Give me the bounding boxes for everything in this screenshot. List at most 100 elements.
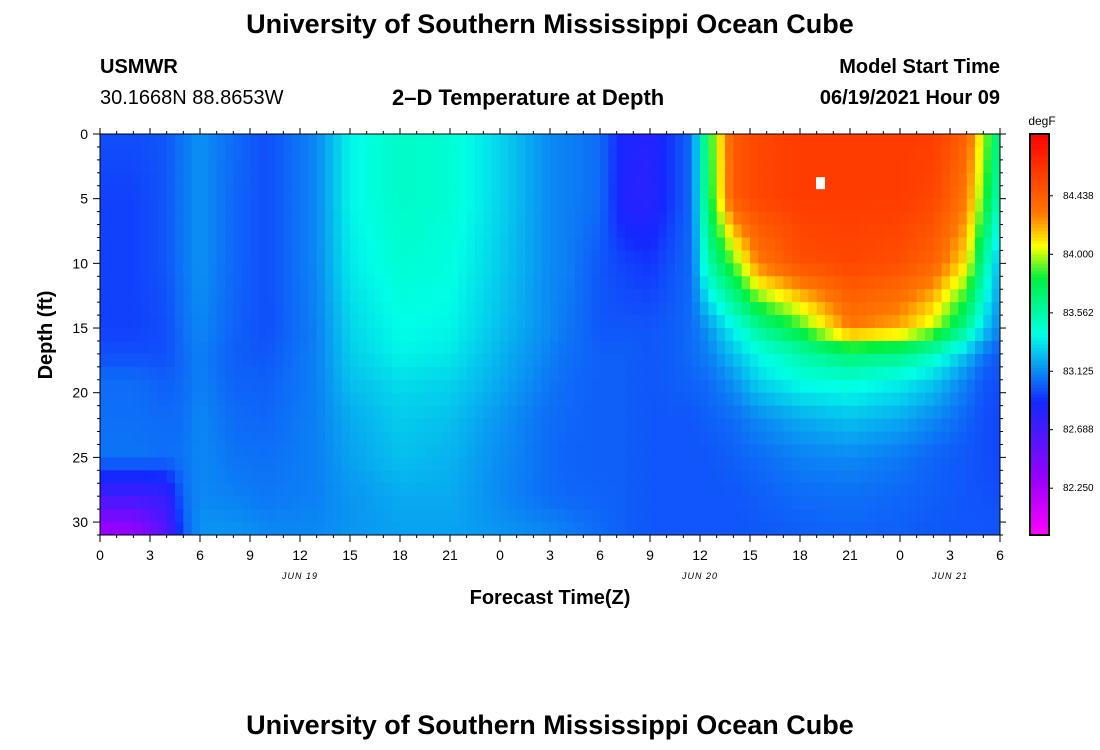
heatmap-cell <box>825 159 834 174</box>
heatmap-cell <box>141 159 151 174</box>
heatmap-cell <box>608 379 618 394</box>
heatmap-cell <box>458 496 468 510</box>
heatmap-cell <box>625 211 634 226</box>
heatmap-cell <box>491 457 501 471</box>
heatmap-cell <box>541 211 551 226</box>
heatmap-cell <box>708 340 718 355</box>
heatmap-cell <box>366 444 376 458</box>
heatmap-cell <box>516 509 526 523</box>
heatmap-cell <box>433 431 443 446</box>
heatmap-cell <box>441 509 451 523</box>
heatmap-cell <box>250 159 259 174</box>
heatmap-cell <box>408 237 418 252</box>
heatmap-cell <box>166 198 176 213</box>
heatmap-cell <box>908 444 918 458</box>
heatmap-cell <box>783 263 793 277</box>
heatmap-cell <box>566 185 576 200</box>
heatmap-cell <box>625 418 634 433</box>
heatmap-cell <box>191 289 201 303</box>
heatmap-cell <box>216 185 226 200</box>
heatmap-cell <box>133 250 143 264</box>
heatmap-cell <box>866 418 876 433</box>
heatmap-cell <box>816 340 826 355</box>
heatmap-cell <box>908 379 918 394</box>
heatmap-cell <box>283 431 293 446</box>
heatmap-cell <box>216 353 226 368</box>
heatmap-cell <box>800 159 809 174</box>
heatmap-cell <box>408 134 418 148</box>
heatmap-cell <box>825 483 834 497</box>
heatmap-cell <box>291 289 301 303</box>
heatmap-cell <box>291 172 301 187</box>
heatmap-cell <box>608 470 618 484</box>
heatmap-cell <box>891 405 901 420</box>
heatmap-cell <box>183 159 193 174</box>
heatmap-cell <box>633 250 643 264</box>
heatmap-cell <box>433 134 443 148</box>
heatmap-cell <box>108 379 118 394</box>
heatmap-cell <box>866 315 876 329</box>
heatmap-cell <box>616 302 626 316</box>
heatmap-cell <box>475 134 484 148</box>
heatmap-cell <box>316 509 326 523</box>
heatmap-cell <box>350 457 359 471</box>
heatmap-cell <box>241 470 251 484</box>
heatmap-cell <box>450 328 459 342</box>
heatmap-cell <box>375 198 384 213</box>
heatmap-cell <box>733 211 743 226</box>
heatmap-cell <box>208 185 218 200</box>
heatmap-cell <box>133 431 143 446</box>
colorbar-tick-label: 83.125 <box>1063 366 1094 377</box>
heatmap-cell <box>675 431 684 446</box>
heatmap-cell <box>200 457 209 471</box>
heatmap-cell <box>441 134 451 148</box>
heatmap-cell <box>408 198 418 213</box>
x-tick-label: 3 <box>946 547 954 563</box>
heatmap-cell <box>200 509 209 523</box>
heatmap-cell <box>566 392 576 407</box>
heatmap-cell <box>491 405 501 420</box>
heatmap-cell <box>566 522 576 535</box>
heatmap-cell <box>650 172 659 187</box>
heatmap-cell <box>441 172 451 187</box>
heatmap-cell <box>841 509 851 523</box>
heatmap-cell <box>408 185 418 200</box>
heatmap-cell <box>341 276 351 290</box>
heatmap-cell <box>175 392 184 407</box>
heatmap-cell <box>566 444 576 458</box>
heatmap-cell <box>366 159 376 174</box>
heatmap-cell <box>691 172 701 187</box>
heatmap-cell <box>575 172 584 187</box>
colorbar-segment <box>1030 284 1049 289</box>
heatmap-cell <box>533 353 543 368</box>
heatmap-cell <box>716 146 726 161</box>
heatmap-cell <box>883 522 893 535</box>
heatmap-cell <box>850 418 859 433</box>
heatmap-cell <box>208 522 218 535</box>
heatmap-cell <box>800 302 809 316</box>
heatmap-cell <box>983 276 993 290</box>
heatmap-cell <box>283 237 293 252</box>
heatmap-cell <box>666 522 676 535</box>
heatmap-cell <box>858 250 868 264</box>
heatmap-cell <box>250 250 259 264</box>
heatmap-cell <box>708 302 718 316</box>
heatmap-cell <box>375 379 384 394</box>
heatmap-cell <box>850 379 859 394</box>
heatmap-cell <box>200 276 209 290</box>
heatmap-cell <box>725 263 734 277</box>
heatmap-cell <box>466 328 476 342</box>
heatmap-cell <box>100 483 109 497</box>
heatmap-cell <box>216 392 226 407</box>
heatmap-cell <box>866 431 876 446</box>
heatmap-cell <box>275 340 284 355</box>
heatmap-cell <box>475 418 484 433</box>
heatmap-cell <box>208 366 218 381</box>
heatmap-cell <box>450 237 459 252</box>
heatmap-cell <box>783 522 793 535</box>
heatmap-cell <box>566 496 576 510</box>
heatmap-cell <box>550 263 559 277</box>
heatmap-cell <box>166 418 176 433</box>
heatmap-cell <box>325 302 334 316</box>
heatmap-cell <box>258 211 268 226</box>
